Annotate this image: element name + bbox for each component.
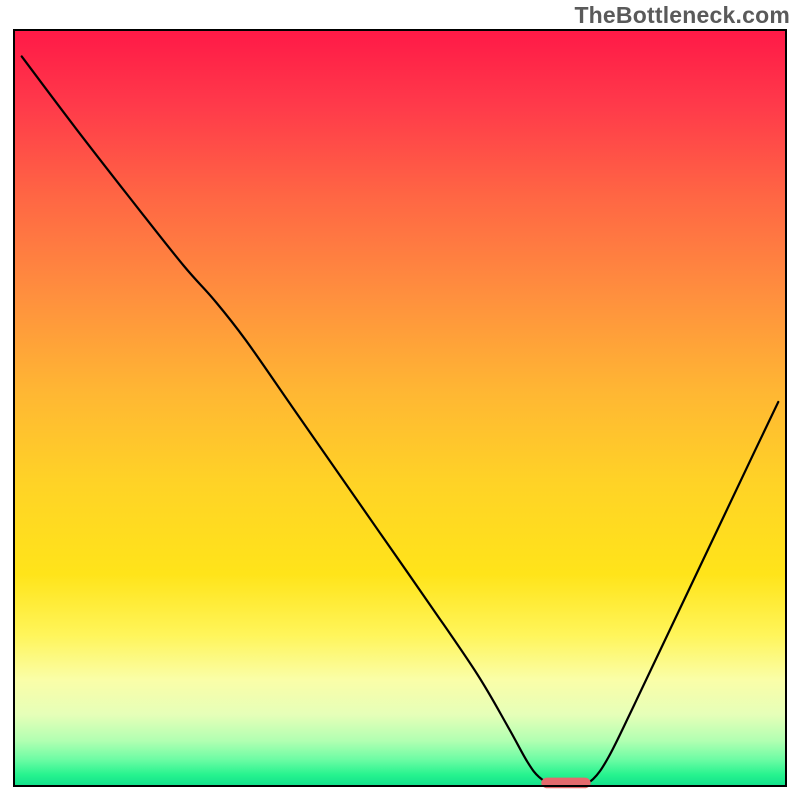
bottleneck-chart: TheBottleneck.com — [0, 0, 800, 800]
watermark-text: TheBottleneck.com — [574, 2, 790, 29]
chart-svg — [0, 0, 800, 800]
plot-background — [14, 30, 786, 786]
